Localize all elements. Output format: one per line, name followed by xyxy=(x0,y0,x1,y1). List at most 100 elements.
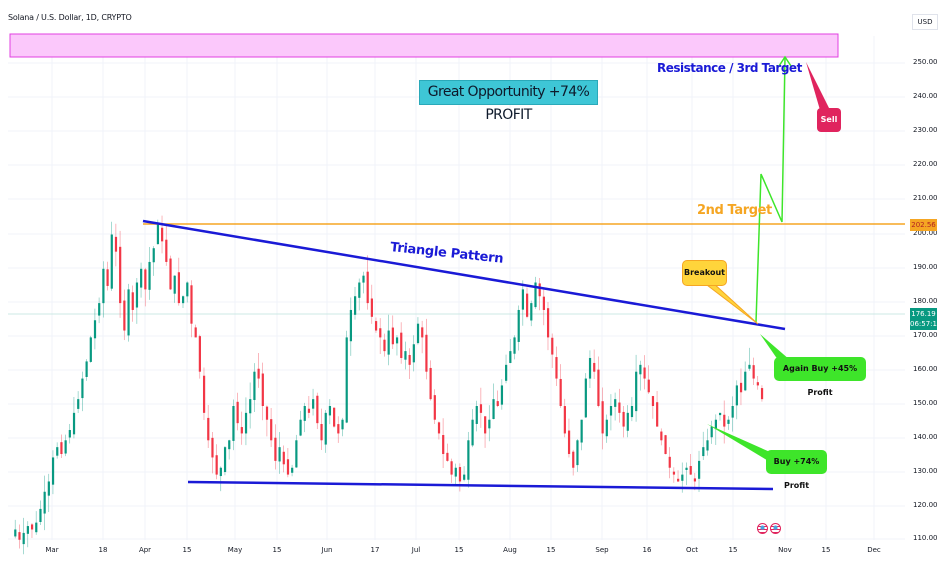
candle-body xyxy=(505,364,508,381)
candle-body xyxy=(395,337,399,344)
time-tick: 16 xyxy=(642,546,652,554)
candle-body xyxy=(22,532,25,545)
candle-body xyxy=(198,336,201,372)
candle-body xyxy=(433,395,436,420)
time-tick: 15 xyxy=(821,546,831,554)
sell-callout[interactable]: Sell xyxy=(817,108,841,132)
time-tick: Jun xyxy=(321,546,333,554)
us-flag-event-icon[interactable] xyxy=(757,523,768,534)
again-buy-tail xyxy=(760,334,790,360)
candle-body xyxy=(471,419,474,446)
candle-body xyxy=(320,424,323,441)
candle-body xyxy=(500,385,504,405)
candle-body xyxy=(64,440,67,454)
candle-body xyxy=(249,399,252,414)
candle-body xyxy=(215,455,218,475)
candle-body xyxy=(446,452,449,461)
candle-body xyxy=(265,406,269,420)
price-tick: 170.00 xyxy=(913,331,938,339)
candle-body xyxy=(295,440,298,468)
candle-body xyxy=(714,419,717,430)
candle-body xyxy=(169,258,172,290)
candle-body xyxy=(177,272,181,304)
candle-body xyxy=(601,401,604,434)
breakout-callout[interactable]: Breakout xyxy=(682,260,727,286)
candle-body xyxy=(98,303,101,316)
candle-body xyxy=(131,292,134,310)
buy-tail xyxy=(707,424,770,462)
candle-body xyxy=(18,532,21,540)
candle-body xyxy=(748,364,751,369)
candle-body xyxy=(144,269,147,290)
candle-body xyxy=(85,361,88,377)
second-target-label[interactable]: 2nd Target xyxy=(697,203,772,218)
candle-body xyxy=(609,406,613,416)
candle-body xyxy=(56,447,59,456)
candle-body xyxy=(416,323,420,344)
us-flag-event-icon[interactable] xyxy=(770,523,781,534)
candle-body xyxy=(43,491,46,514)
candle-body xyxy=(312,399,315,409)
candle-body xyxy=(509,351,512,363)
candle-body xyxy=(72,412,76,435)
candle-body xyxy=(656,402,659,427)
candle-body xyxy=(425,334,428,372)
candle-body xyxy=(718,412,722,416)
candle-body xyxy=(186,282,189,297)
candle-body xyxy=(244,412,248,434)
candle-body xyxy=(408,354,411,365)
candle-body xyxy=(358,282,361,298)
opportunity-banner[interactable]: Great Opportunity +74% PROFIT xyxy=(419,80,598,123)
time-tick: Jul xyxy=(411,546,421,554)
candle-body xyxy=(526,293,529,317)
time-tick: 15 xyxy=(182,546,192,554)
candle-body xyxy=(257,368,260,379)
buy-callout[interactable]: Buy +74% Profit xyxy=(766,450,827,490)
price-tick: 140.00 xyxy=(913,433,938,441)
price-tick: 250.00 xyxy=(913,58,938,66)
candle-body xyxy=(429,367,432,400)
candle-body xyxy=(379,328,382,338)
candle-body xyxy=(47,481,50,496)
candle-body xyxy=(303,406,306,421)
candle-body xyxy=(110,234,113,289)
candle-body xyxy=(760,388,764,400)
candle-body xyxy=(291,467,294,473)
candle-body xyxy=(584,378,587,418)
last-price-tag: 176.19 06:57:16 xyxy=(910,308,941,330)
price-tick: 130.00 xyxy=(913,467,938,475)
candle-body xyxy=(374,321,378,331)
candle-body xyxy=(219,467,222,477)
resistance-label[interactable]: Resistance / 3rd Target xyxy=(657,61,802,75)
candle-body xyxy=(354,296,357,315)
candle-body xyxy=(463,474,466,480)
candle-body xyxy=(492,399,495,419)
candle-body xyxy=(756,382,759,386)
last-price-value: 176.19 xyxy=(911,310,936,318)
candle-body xyxy=(165,239,168,262)
price-tick: 190.00 xyxy=(913,263,938,271)
candle-body xyxy=(421,327,424,338)
candle-body xyxy=(614,399,617,407)
candle-body xyxy=(744,371,747,391)
candle-body xyxy=(400,332,403,358)
candle-body xyxy=(119,246,122,304)
candle-body xyxy=(370,298,373,317)
currency-button[interactable]: USD xyxy=(912,14,938,30)
candle-body xyxy=(630,406,634,418)
candle-body xyxy=(236,401,239,424)
candle-body xyxy=(664,435,667,455)
price-tick: 150.00 xyxy=(913,399,938,407)
candle-body xyxy=(467,440,470,480)
candle-body xyxy=(618,402,621,413)
candle-body xyxy=(437,422,441,434)
candle-body xyxy=(563,406,566,434)
time-tick: Nov xyxy=(778,546,792,554)
candle-body xyxy=(677,478,680,482)
candle-body xyxy=(647,379,650,393)
candle-body xyxy=(731,406,734,418)
candle-body xyxy=(643,367,646,379)
again-buy-callout[interactable]: Again Buy +45% Profit xyxy=(774,357,866,397)
candle-body xyxy=(345,337,348,423)
